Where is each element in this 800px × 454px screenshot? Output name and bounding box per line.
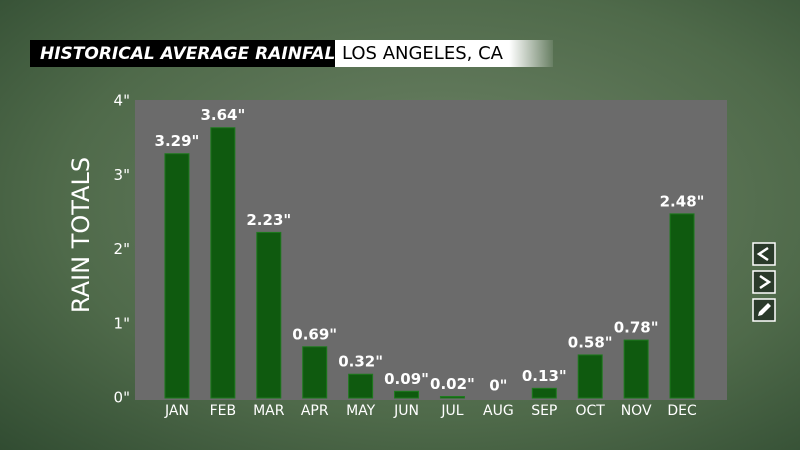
value-label: 0.02" xyxy=(430,375,475,393)
y-tick-label: 2" xyxy=(114,240,130,258)
value-label: 3.29" xyxy=(155,132,200,150)
x-tick-label: MAR xyxy=(253,403,285,419)
x-tick-label: JAN xyxy=(164,403,189,419)
x-tick-label: DEC xyxy=(667,403,697,419)
value-label: 0.13" xyxy=(522,367,567,385)
value-label: 0.32" xyxy=(338,353,383,371)
subtitle-box xyxy=(335,40,553,67)
x-tick-label: OCT xyxy=(576,403,606,419)
bar xyxy=(256,231,282,399)
chart-title: HISTORICAL AVERAGE RAINFALL xyxy=(40,44,346,64)
bar xyxy=(348,373,374,399)
value-label: 2.48" xyxy=(660,192,705,210)
prev-icon xyxy=(756,246,769,262)
chart-subtitle: LOS ANGELES, CA xyxy=(342,43,504,64)
value-label: 0" xyxy=(489,377,507,395)
y-tick-label: 0" xyxy=(114,389,130,407)
bar xyxy=(210,127,236,399)
bar xyxy=(439,396,465,399)
x-tick-label: JUL xyxy=(440,403,463,419)
y-axis-label: RAIN TOTALS xyxy=(67,157,95,313)
bar xyxy=(577,354,603,399)
value-label: 0.69" xyxy=(292,325,337,343)
bar xyxy=(302,346,328,399)
x-tick-label: MAY xyxy=(346,403,376,419)
x-tick-label: JUN xyxy=(393,403,419,419)
title-box xyxy=(30,40,335,67)
value-label: 0.09" xyxy=(384,370,429,388)
x-tick-label: FEB xyxy=(210,403,237,419)
edit-icon xyxy=(758,303,771,316)
value-label: 0.58" xyxy=(568,333,613,351)
next-button[interactable] xyxy=(752,270,776,294)
x-tick-label: SEP xyxy=(531,403,557,419)
x-tick-label: AUG xyxy=(483,403,514,419)
x-tick-label: APR xyxy=(301,403,329,419)
y-tick-label: 3" xyxy=(114,166,130,184)
value-label: 2.23" xyxy=(246,211,291,229)
prev-button[interactable] xyxy=(752,242,776,266)
bar xyxy=(669,213,695,399)
next-icon xyxy=(759,274,772,290)
bar xyxy=(164,153,190,399)
x-tick-label: NOV xyxy=(621,403,652,419)
bar xyxy=(623,339,649,399)
value-label: 0.78" xyxy=(614,319,659,337)
y-tick-label: 1" xyxy=(114,314,130,332)
bar xyxy=(531,387,557,399)
value-label: 3.64" xyxy=(200,106,245,124)
bar xyxy=(394,390,420,399)
y-tick-label: 4" xyxy=(114,92,130,110)
nav-buttons xyxy=(752,242,776,322)
